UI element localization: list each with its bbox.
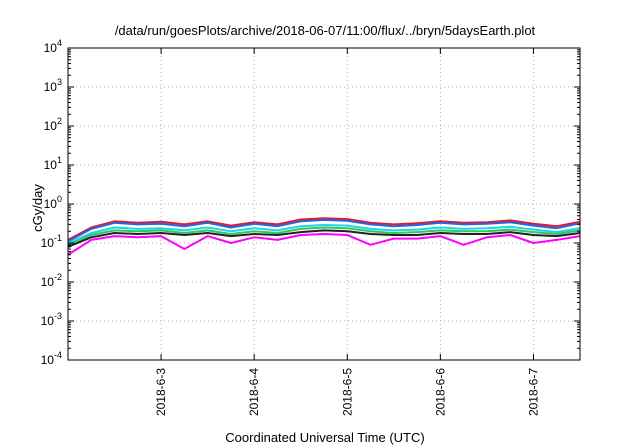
y-tick-label: 10-3: [41, 311, 62, 328]
series-line-1: [67, 217, 581, 241]
grid: [68, 48, 580, 360]
x-tick-label: 2018-6-6: [433, 368, 447, 416]
y-tick-label: 102: [44, 116, 62, 133]
series-layer: [67, 217, 581, 256]
y-tick-label: 101: [44, 155, 62, 172]
series-line-4: [67, 226, 581, 246]
x-tick-label: 2018-6-7: [526, 368, 540, 416]
y-tick-label: 10-2: [41, 272, 62, 289]
series-line-5: [67, 229, 581, 248]
y-tick-label: 104: [44, 38, 62, 55]
series-line-3: [67, 224, 581, 244]
series-line-6: [67, 233, 581, 256]
y-axis-label: cGy/day: [30, 184, 45, 232]
x-axis-label: Coordinated Universal Time (UTC): [225, 430, 424, 445]
x-tick-label: 2018-6-4: [247, 368, 261, 416]
y-tick-label: 100: [44, 194, 62, 211]
y-tick-label: 10-4: [41, 350, 62, 367]
x-tick-label: 2018-6-3: [154, 368, 168, 416]
y-tick-label: 10-1: [41, 233, 62, 250]
x-axis: 2018-6-3 2018-6-4 2018-6-5 2018-6-6 2018-6-7: [154, 48, 540, 416]
series-line-2: [67, 218, 581, 243]
chart-title: /data/run/goesPlots/archive/2018-06-07/1…: [115, 23, 536, 38]
x-tick-label: 2018-6-5: [340, 368, 354, 416]
y-axis: 10-4 10-3 10-2 10-1 100 101 102 103 104: [41, 38, 580, 367]
y-tick-label: 103: [44, 77, 62, 94]
